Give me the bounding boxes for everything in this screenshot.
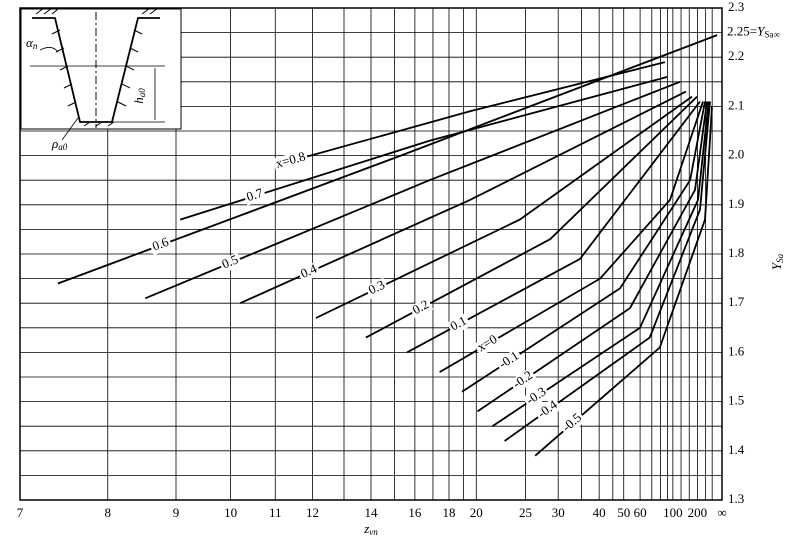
curve	[491, 101, 710, 427]
x-tick-label: ∞	[717, 505, 726, 520]
curve	[406, 100, 701, 354]
x-tick-label: 200	[688, 505, 708, 520]
curve-label-group: 0.4	[297, 260, 322, 283]
y-title-sub: Sa	[775, 253, 785, 263]
x-tick-label: 20	[470, 505, 483, 520]
curve-label: 0.1	[447, 313, 468, 334]
rho-sub: a0	[58, 142, 68, 152]
h-label: ha0	[131, 88, 147, 104]
x-tick-label: 8	[105, 505, 112, 520]
h-sub: a0	[137, 88, 147, 98]
curve-label-bg	[446, 313, 472, 336]
y-tick-label: 2.3	[728, 0, 744, 14]
curve-label-group: 0.2	[408, 296, 434, 320]
x-tick-label: 11	[269, 505, 282, 520]
x-tick-label: 16	[408, 505, 422, 520]
x-title-sub: vn	[369, 527, 378, 537]
alpha: α	[26, 35, 34, 50]
curve-label-bg	[558, 409, 587, 437]
curve-layer: x=0.80.70.60.5 0.40.30.20.1x=0-0.1-0.2-0.…	[57, 34, 718, 457]
alpha-sub: n	[33, 41, 38, 51]
curve	[439, 101, 704, 373]
y-tick-label: 2.0	[728, 147, 744, 162]
curve	[476, 101, 708, 413]
hatching	[35, 7, 159, 127]
curve-label-group: x=0.8	[272, 148, 310, 173]
curve-label-bg	[148, 235, 173, 256]
curve-label-bg	[297, 261, 322, 283]
rho-label: ρa0	[51, 136, 68, 152]
y-tick-label: 1.5	[728, 393, 744, 408]
curve	[504, 101, 711, 442]
curve-label: 0.2	[410, 296, 431, 317]
curve-label: 0.5	[220, 251, 241, 271]
y-title-main: Y	[769, 261, 784, 270]
x-tick-label: 50	[617, 505, 630, 520]
curve	[534, 106, 713, 457]
x-tick-label: 40	[593, 505, 606, 520]
curve-label-bg	[408, 297, 434, 320]
y-tick-label: 1.6	[728, 343, 745, 358]
plot-frame	[19, 7, 723, 501]
curve	[144, 80, 681, 300]
annotation-sub: Sa∞	[764, 30, 779, 40]
x-tick-label: 25	[519, 505, 532, 520]
curve-label: 0.4	[298, 260, 319, 281]
x-tick-label: 9	[173, 505, 180, 520]
curve-label-bg	[218, 252, 243, 274]
curve-label-bg	[364, 277, 390, 300]
curve	[275, 61, 666, 167]
y-tick-label: 1.3	[728, 491, 744, 506]
annotation-prefix: 2.25=	[727, 24, 757, 39]
curve-label-group: 0.5	[218, 251, 243, 274]
curve-label-group: x=0	[473, 331, 502, 357]
curve-label-bg	[522, 384, 551, 410]
x-tick-label: 100	[663, 505, 683, 520]
y-tick-label: 1.9	[728, 196, 744, 211]
curve-label-bg	[495, 348, 524, 374]
curve-label: 0.7	[245, 185, 265, 204]
curve-label-group: 0.6	[148, 234, 173, 256]
curve-label-bg	[534, 397, 563, 423]
curve-label-bg	[243, 186, 267, 206]
curve-label-bg	[473, 331, 502, 357]
y-tick-label: 2.1	[728, 97, 744, 112]
curve-label: 0.3	[366, 277, 387, 298]
y-axis-title: YSa	[769, 253, 785, 270]
angle-arc	[39, 47, 59, 53]
curve-label-group: 0.1	[446, 313, 472, 336]
curve-label-group: 0.7	[243, 185, 267, 206]
y-tick-label: 1.4	[728, 442, 745, 457]
x-tick-label: 60	[634, 505, 647, 520]
curve-label-bg	[272, 149, 310, 173]
curve-label-bg	[509, 367, 538, 394]
radius-leader	[61, 117, 79, 141]
x-tick-label: 30	[552, 505, 565, 520]
x-tick-label: 12	[306, 505, 319, 520]
annotation: 2.25=YSa∞	[727, 24, 780, 40]
x-tick-label: 10	[224, 505, 237, 520]
x-tick-label: 18	[443, 505, 456, 520]
rho: ρ	[51, 136, 58, 151]
inset: αn ha0 ρa0	[20, 7, 182, 152]
x-tick-label: 14	[365, 505, 379, 520]
y-tick-label: 2.2	[728, 48, 744, 63]
tooth-profile	[32, 17, 160, 123]
x-tick-label: 7	[17, 505, 24, 520]
h: h	[131, 97, 146, 104]
alpha-label: αn	[26, 35, 38, 51]
inset-box	[20, 8, 182, 130]
curve	[461, 101, 706, 393]
curve-label-group: 0.3	[364, 277, 390, 300]
curve	[57, 34, 718, 285]
y-tick-label: 1.8	[728, 245, 744, 260]
curve-label-group: -0.1	[495, 348, 524, 374]
x-title-main: z	[363, 521, 369, 536]
annotation-main: Y	[757, 24, 766, 39]
curve-label: 0.6	[150, 234, 171, 254]
x-axis-title: zvn	[363, 521, 378, 537]
y-tick-label: 1.7	[728, 294, 745, 309]
